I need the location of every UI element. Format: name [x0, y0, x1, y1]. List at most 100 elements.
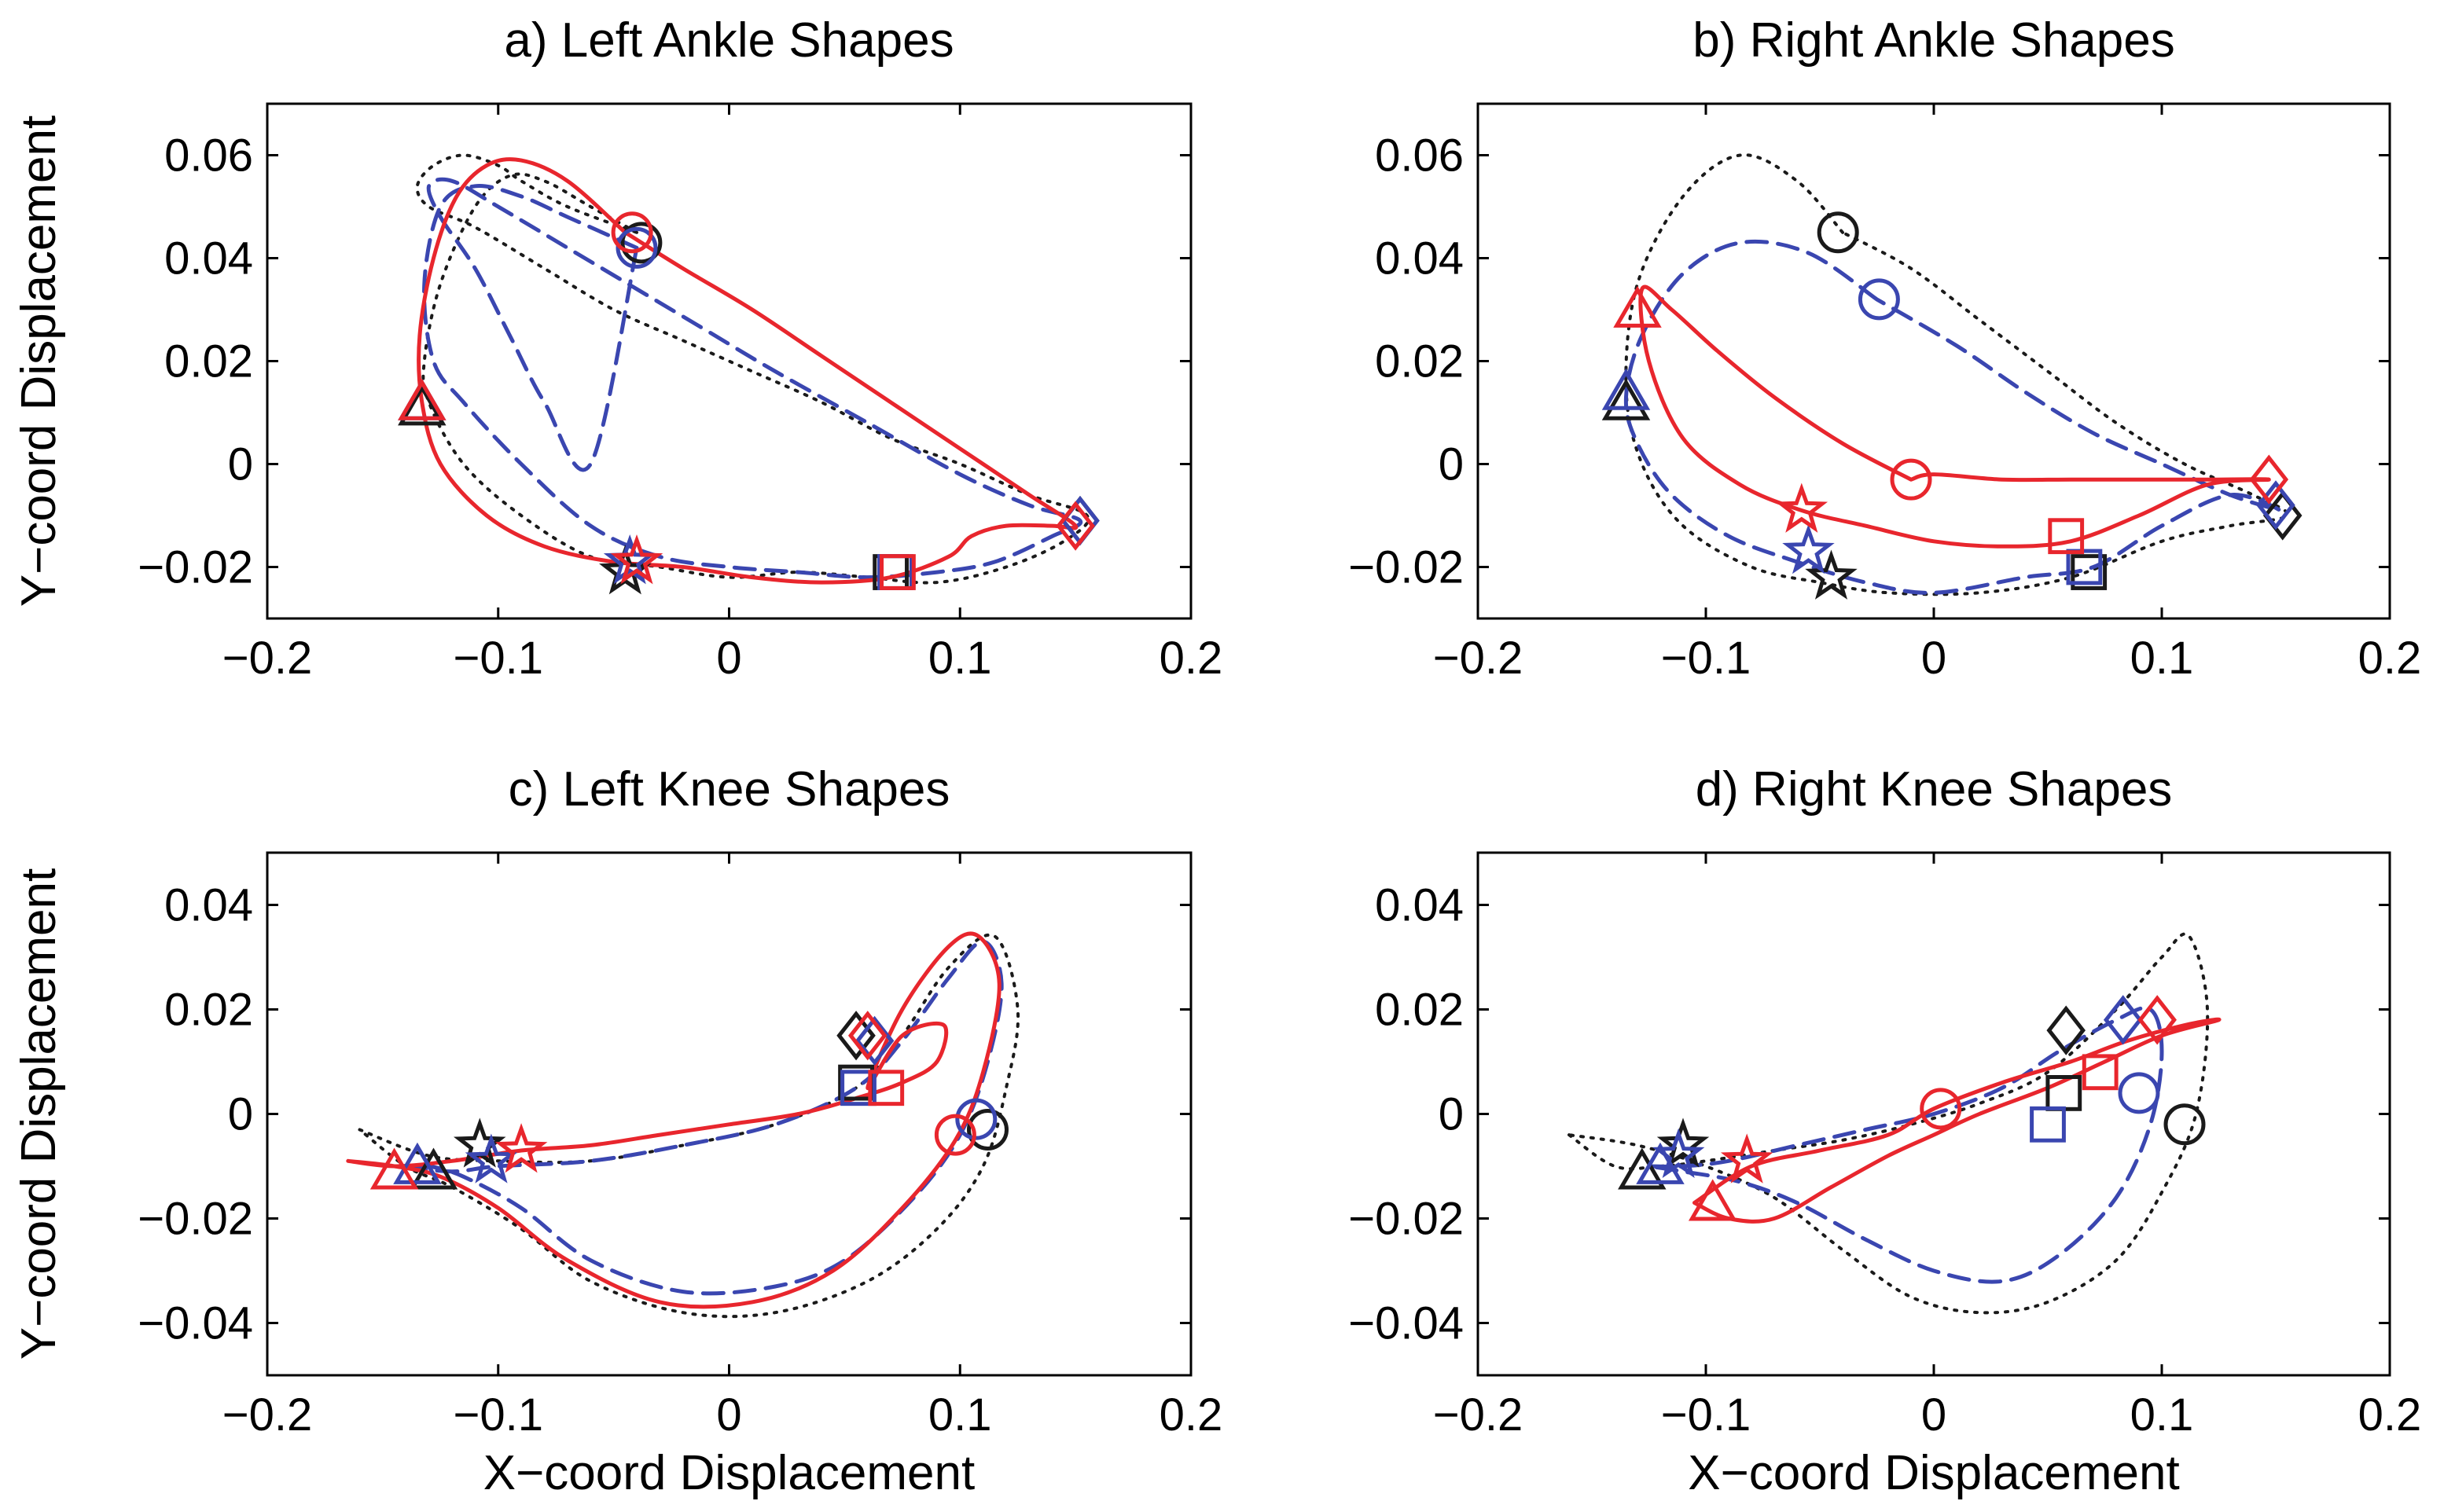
panel-b-blue-square-marker	[2066, 549, 2103, 585]
panel-b-ytick-label: 0	[1439, 439, 1464, 490]
panel-c-blue-square-marker	[840, 1070, 877, 1106]
panel-c-blue-triangle-marker	[393, 1142, 442, 1184]
panel-a-ytick-label: 0.04	[164, 233, 253, 284]
panel-d-blue-circle-marker	[2118, 1072, 2160, 1114]
panel-d-red-square-marker	[2082, 1054, 2119, 1091]
panel-c-series-black	[358, 933, 1020, 1319]
panel-c-ytick-label: 0.04	[164, 880, 253, 931]
panel-d-blue-diamond-marker	[2103, 995, 2143, 1045]
panel-b-black-circle-marker	[1817, 211, 1859, 254]
panel-b-xtick-label: −0.2	[1433, 633, 1523, 684]
panel-d-red-diamond-marker	[2137, 995, 2177, 1045]
panel-d-black-triangle-marker	[1618, 1147, 1667, 1190]
panel-c-black-diamond-marker	[836, 1011, 876, 1061]
panel-a-xtick-label: 0	[716, 633, 741, 684]
panel-c-ytick-label: −0.04	[138, 1298, 253, 1349]
panel-a-ytick-label: 0.06	[164, 130, 253, 182]
panel-d-red-triangle-marker	[1688, 1179, 1737, 1221]
panel-d-blue-star-marker	[1652, 1128, 1705, 1178]
panel-b-xtick-label: 0.2	[2358, 633, 2422, 684]
panel-a-red-square-marker	[880, 554, 916, 590]
panel-c-ytick-label: 0	[228, 1089, 253, 1140]
panel-d-xtick-label: 0.2	[2358, 1389, 2422, 1440]
panel-a-xtick-label: −0.1	[454, 633, 544, 684]
panel-a-xtick-label: 0.2	[1160, 633, 1223, 684]
panel-a-blue-circle-marker	[616, 226, 658, 269]
panel-d-ytick-label: −0.02	[1348, 1194, 1464, 1245]
panel-a-red-star-marker	[610, 534, 663, 585]
panel-b-black-square-marker	[2071, 554, 2108, 590]
panel-a-ytick-label: 0	[228, 439, 253, 490]
panel-a-ytick-label: −0.02	[138, 542, 253, 593]
panel-c-blue-diamond-marker	[854, 1015, 895, 1066]
panel-a-title: a) Left Ankle Shapes	[504, 13, 954, 68]
panel-d-ytick-label: −0.04	[1348, 1298, 1464, 1349]
panel-d-series-blue	[1647, 1006, 2164, 1284]
panel-d-xtick-label: −0.1	[1661, 1389, 1751, 1440]
panel-b-red-square-marker	[2048, 518, 2085, 555]
panel-c-blue-star-marker	[465, 1133, 518, 1184]
panel-c: c) Left Knee Shapes −0.2 −0.1 0 0.1 0.2 −0.04 −…	[12, 762, 1222, 1500]
panel-b-black-triangle-marker	[1601, 378, 1651, 420]
panel-c-red-circle-marker	[934, 1114, 976, 1156]
panel-d-ytick-label: 0.04	[1375, 880, 1464, 931]
panel-c-xtick-label: 0	[716, 1389, 741, 1440]
panel-b-blue-circle-marker	[1858, 278, 1900, 321]
panel-d-ytick-label: 0.02	[1375, 985, 1464, 1036]
panel-d-series-red	[1692, 1017, 2222, 1224]
panel-c-xtick-label: −0.2	[222, 1389, 313, 1440]
panel-d-black-star-marker	[1656, 1117, 1710, 1168]
panel-d-blue-triangle-marker	[1636, 1142, 1685, 1184]
panel-b-xtick-label: 0	[1921, 633, 1946, 684]
panel-b: b) Right Ankle Shapes −0.2 −0.1 0 0.1 0.2 −0.0…	[1348, 13, 2421, 684]
panel-c-red-star-marker	[494, 1123, 548, 1173]
panel-c-ylabel: Y−coord Displacement	[12, 868, 66, 1360]
panel-a-series-black	[415, 153, 1090, 585]
panel-d-xlabel: X−coord Displacement	[1688, 1446, 2179, 1500]
panel-d-black-circle-marker	[2163, 1103, 2206, 1146]
panel-b-xtick-label: 0.1	[2130, 633, 2194, 684]
panel-c-series-red	[346, 931, 1001, 1309]
panel-a-black-triangle-marker	[398, 384, 447, 426]
panel-b-red-star-marker	[1775, 483, 1828, 533]
panel-b-red-triangle-marker	[1613, 285, 1662, 328]
panel-c-xtick-label: 0.2	[1160, 1389, 1223, 1440]
panel-c-title: c) Left Knee Shapes	[509, 762, 950, 817]
panel-a-series-red	[417, 157, 1079, 585]
panel-d-black-diamond-marker	[2046, 1005, 2086, 1055]
panel-d-blue-square-marker	[2030, 1106, 2066, 1143]
panel-c-black-circle-marker	[967, 1108, 1009, 1151]
panel-d-xtick-label: −0.2	[1433, 1389, 1523, 1440]
panel-c-xtick-label: −0.1	[454, 1389, 544, 1440]
panel-c-axes-frame	[266, 851, 1193, 1377]
panel-c-black-square-marker	[838, 1064, 874, 1101]
panel-d-series-black	[1567, 932, 2210, 1315]
panel-c-ytick-label: 0.02	[164, 985, 253, 1036]
panel-b-series-blue	[1623, 239, 2283, 595]
panel-d-xtick-label: 0	[1921, 1389, 1946, 1440]
panel-b-blue-triangle-marker	[1601, 368, 1651, 410]
panel-d-red-star-marker	[1720, 1133, 1773, 1184]
panel-b-black-star-marker	[1805, 549, 1858, 600]
panel-b-series-black	[1624, 153, 2289, 596]
panel-d-xtick-label: 0.1	[2130, 1389, 2194, 1440]
panel-b-red-circle-marker	[1890, 458, 1932, 501]
panel-a-red-circle-marker	[611, 211, 653, 254]
panel-a-red-diamond-marker	[1056, 501, 1095, 551]
panel-b-title: b) Right Ankle Shapes	[1692, 13, 2175, 68]
panel-b-ytick-label: 0.04	[1375, 233, 1464, 284]
panel-a-ylabel: Y−coord Displacement	[12, 116, 66, 607]
panel-b-black-diamond-marker	[2262, 490, 2303, 541]
panel-c-red-diamond-marker	[847, 1011, 888, 1061]
panel-a-red-triangle-marker	[398, 378, 447, 420]
panel-b-ytick-label: 0.06	[1375, 130, 1464, 182]
panel-b-ytick-label: −0.02	[1348, 542, 1464, 593]
panel-b-red-diamond-marker	[2249, 454, 2289, 505]
panel-d-ytick-label: 0	[1439, 1089, 1464, 1140]
panel-c-red-triangle-marker	[369, 1147, 419, 1190]
panel-b-series-red	[1638, 284, 2271, 549]
panel-b-xtick-label: −0.1	[1661, 633, 1751, 684]
panel-c-black-triangle-marker	[409, 1147, 458, 1190]
panel-a: a) Left Ankle Shapes −0.2 −0.1 0 0.1 0.2 −0.02…	[12, 13, 1222, 684]
